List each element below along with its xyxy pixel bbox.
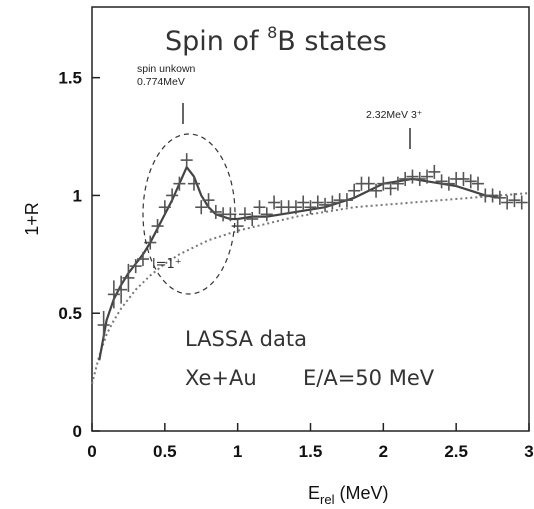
data-point [289, 200, 302, 215]
background-curve [91, 192, 530, 385]
x-axis-label: Erel (MeV) [308, 483, 388, 507]
peak2-label: 2.32MeV 3⁺ [366, 109, 423, 121]
data-point [508, 193, 521, 208]
data-point [202, 193, 215, 208]
data-point [158, 200, 171, 215]
data-point [472, 176, 485, 191]
data-point [515, 195, 528, 210]
data-point [464, 174, 477, 189]
data-point [253, 200, 266, 215]
data-point [311, 195, 324, 210]
data-point [151, 219, 164, 234]
data-point [115, 275, 128, 304]
data-point [260, 207, 273, 222]
data-point [122, 263, 135, 292]
lassa-label: LASSA data [185, 327, 307, 351]
y-tick-label: 0 [73, 422, 82, 441]
peak1-label-line1: spin unkown [137, 63, 196, 75]
chart-title: Spin of 8B states [165, 23, 387, 57]
data-point [129, 259, 142, 274]
data-point [421, 169, 434, 184]
data-point [340, 193, 353, 208]
data-point [173, 176, 186, 191]
data-point [377, 176, 390, 191]
data-point [180, 153, 193, 168]
data-point [428, 164, 441, 179]
data-point [493, 190, 506, 205]
l1-label: l=1⁺ [152, 257, 182, 272]
data-point [224, 207, 237, 222]
data-point [166, 188, 179, 203]
data-point [319, 197, 332, 212]
data-point [231, 219, 244, 234]
data-point [209, 204, 222, 219]
data-point [406, 169, 419, 184]
y-tick-label: 0.5 [58, 304, 82, 323]
data-point [399, 171, 412, 186]
data-point [486, 188, 499, 203]
x-tick-label: 2.5 [444, 442, 468, 461]
data-point [435, 174, 448, 189]
data-point [268, 195, 281, 210]
data-point [413, 171, 426, 186]
data-point [187, 176, 200, 191]
peak1-ellipse [142, 133, 236, 295]
x-tick-label: 1 [233, 442, 242, 461]
peak1-label-line2: 0.774MeV [137, 76, 185, 88]
data-point [501, 195, 514, 210]
data-point [136, 252, 149, 267]
data-point [195, 200, 208, 215]
data-point [442, 176, 455, 191]
x-tick-label: 1.5 [299, 442, 323, 461]
data-point [238, 207, 251, 222]
data-point [370, 183, 383, 198]
data-point [384, 181, 397, 196]
y-tick-label: 1 [73, 186, 82, 205]
x-tick-label: 0.5 [153, 442, 177, 461]
x-tick-label: 3 [524, 442, 533, 461]
data-point [457, 171, 470, 186]
y-axis-label: 1+R [22, 202, 42, 236]
data-point [297, 195, 310, 210]
data-point [246, 212, 259, 226]
data-point [107, 280, 120, 309]
data-point [391, 176, 404, 191]
energy-label: E/A=50 MeV [303, 366, 435, 390]
data-point [304, 200, 317, 215]
data-point [362, 176, 375, 191]
data-point [97, 311, 110, 339]
data-point [326, 195, 339, 210]
y-tick-label: 1.5 [58, 69, 82, 88]
data-point [348, 183, 361, 198]
reaction-label: Xe+Au [185, 366, 257, 390]
x-tick-label: 0 [87, 442, 96, 461]
x-tick-label: 2 [379, 442, 388, 461]
